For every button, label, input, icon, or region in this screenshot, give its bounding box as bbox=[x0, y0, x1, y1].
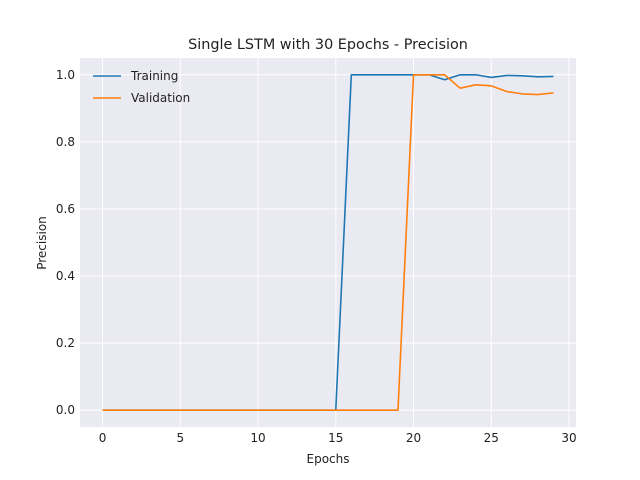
legend-label: Validation bbox=[131, 91, 190, 105]
legend-label: Training bbox=[130, 69, 178, 83]
series-line-validation bbox=[102, 73, 554, 412]
x-tick-label: 15 bbox=[328, 431, 343, 445]
y-axis-label: Precision bbox=[35, 216, 49, 270]
y-tick-label: 1.0 bbox=[56, 68, 75, 82]
y-tick-label: 0.6 bbox=[56, 202, 75, 216]
x-tick-label: 30 bbox=[561, 431, 576, 445]
x-axis-label: Epochs bbox=[307, 452, 350, 466]
x-tick-label: 10 bbox=[250, 431, 265, 445]
y-ticks: 0.0 0.2 0.4 0.6 0.8 1.0 bbox=[56, 68, 75, 417]
chart-title: Single LSTM with 30 Epochs - Precision bbox=[188, 37, 468, 53]
x-tick-label: 20 bbox=[406, 431, 421, 445]
x-tick-label: 25 bbox=[484, 431, 499, 445]
y-tick-label: 0.0 bbox=[56, 403, 75, 417]
grid bbox=[80, 58, 576, 427]
y-tick-label: 0.4 bbox=[56, 269, 75, 283]
y-tick-label: 0.8 bbox=[56, 135, 75, 149]
x-tick-label: 5 bbox=[176, 431, 184, 445]
x-tick-label: 0 bbox=[99, 431, 107, 445]
plot-background bbox=[80, 58, 576, 427]
series-layer bbox=[102, 73, 554, 412]
x-ticks: 0 5 10 15 20 25 30 bbox=[99, 431, 577, 445]
y-tick-label: 0.2 bbox=[56, 336, 75, 350]
legend: Training Validation bbox=[93, 69, 190, 105]
